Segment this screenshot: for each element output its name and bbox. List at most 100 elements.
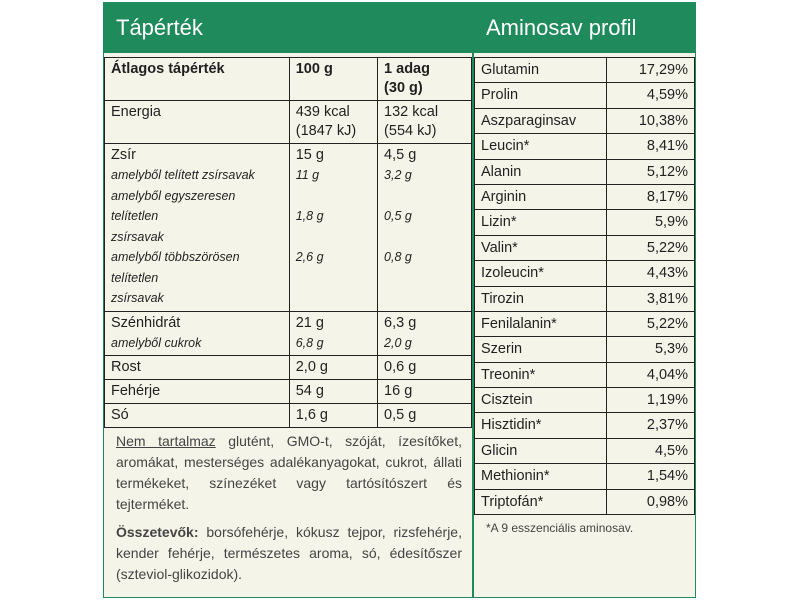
poly-fat-100g: 2,6 g [295,250,324,264]
amino-name: Tirozin [474,285,607,312]
table-row: Aszparaginsav 10,38% [474,107,695,135]
carbs-100g: 21 g 6,8 g [288,310,379,356]
fat-100g-value: 15 g [295,147,324,163]
amino-value: 5,12% [606,158,695,185]
amino-value: 0,98% [606,488,695,516]
nutrition-header-row: Átlagos tápérték 100 g 1 adag (30 g) [104,57,472,101]
fat-label: Zsír [111,147,136,163]
amino-name: Methionin* [474,463,607,490]
amino-value: 5,3% [606,336,695,363]
poly-fat-label-b: zsírsavak [111,291,164,305]
carbs-label: Szénhidrát [111,314,181,331]
table-row: Cisztein 1,19% [474,387,695,414]
table-row: Methionin* 1,54% [474,463,695,490]
salt-label: Só [104,403,290,428]
nutrition-table: Átlagos tápérték 100 g 1 adag (30 g) Ener… [104,57,472,428]
amino-value: 4,59% [606,82,695,109]
amino-title: Aminosav profil [474,3,695,53]
salt-100g: 1,6 g [288,403,379,428]
amino-value: 1,54% [606,463,695,490]
table-row-salt: Só 1,6 g 0,5 g [104,403,472,428]
table-row: Leucin* 8,41% [474,133,695,160]
fiber-label: Rost [104,355,290,380]
amino-name: Treonin* [474,361,607,389]
energy-100g-kj: (1847 kJ) [295,123,357,139]
amino-name: Szerin [474,336,607,363]
nutrition-title: Tápérték [104,3,472,53]
table-row: Glicin 4,5% [474,437,695,465]
serving-label: 1 adag [384,61,430,77]
energy-serving: 132 kcal (554 kJ) [377,100,472,144]
amino-value: 5,22% [606,310,695,338]
col-header-100g: 100 g [288,57,379,101]
carbs-serving: 6,3 g 2,0 g [377,310,472,356]
amino-value: 17,29% [606,56,695,84]
amino-value: 4,04% [606,361,695,389]
table-row-protein: Fehérje 54 g 16 g [104,379,472,404]
table-row: Triptofán* 0,98% [474,488,695,516]
amino-value: 1,19% [606,387,695,414]
energy-100g: 439 kcal (1847 kJ) [288,100,379,144]
table-row: Szerin 5,3% [474,336,695,363]
carbs-serving-value: 6,3 g [384,314,417,331]
amino-name: Hisztidin* [474,412,607,439]
amino-name: Arginin [474,183,607,211]
amino-name: Triptofán* [474,488,607,516]
sugar-100g: 6,8 g [295,335,324,350]
amino-name: Leucin* [474,133,607,160]
col-header-label: Átlagos tápérték [104,57,290,101]
amino-value: 4,43% [606,260,695,287]
protein-label: Fehérje [104,379,290,404]
table-row-carbs: Szénhidrát amelyből cukrok 21 g 6,8 g 6,3 … [104,310,472,356]
sat-fat-label: amelyből telített zsírsavak [111,168,255,182]
amino-value: 10,38% [606,107,695,135]
table-row: Izoleucin* 4,43% [474,260,695,287]
amino-name: Lizin* [474,209,607,236]
free-from-note: Nem tartalmaz glutént, GMO-t, szóját, íz… [116,431,462,515]
fat-serving: 4,5 g 3,2 g 0,5 g 0,8 g [377,143,472,312]
sugar-serving: 2,0 g [384,335,412,350]
amino-name: Fenilalanin* [474,310,607,338]
poly-fat-label-a: amelyből többszörösen telítetlen [111,250,240,285]
amino-panel: Aminosav profil Glutamin 17,29% Prolin 4,59… [473,2,696,598]
protein-serving: 16 g [377,379,472,404]
table-row: Arginin 8,17% [474,183,695,211]
table-row: Prolin 4,59% [474,82,695,109]
table-row: Fenilalanin* 5,22% [474,310,695,338]
amino-name: Izoleucin* [474,260,607,287]
protein-100g: 54 g [288,379,379,404]
energy-100g-kcal: 439 kcal [295,104,350,120]
amino-name: Cisztein [474,387,607,414]
ingredients-note: Összetevők: borsófehérje, kókusz tejpor,… [116,522,462,585]
mono-fat-100g: 1,8 g [295,209,324,223]
notes: Nem tartalmaz glutént, GMO-t, szóját, íz… [116,431,462,592]
table-row-energy: Energia 439 kcal (1847 kJ) 132 kcal (554 k… [104,100,472,144]
col-header-serving: 1 adag (30 g) [377,57,472,101]
table-row: Glutamin 17,29% [474,56,695,84]
salt-serving: 0,5 g [377,403,472,428]
ingredients-text: borsófehérje, kókusz tejpor, rizsfehérje… [116,524,462,582]
sat-fat-100g: 11 g [295,168,320,182]
amino-value: 2,37% [606,412,695,439]
amino-value: 8,17% [606,183,695,211]
nutrition-panel: Tápérték Átlagos tápérték 100 g 1 adag (3… [103,2,473,598]
carbs-labels: Szénhidrát amelyből cukrok [104,310,290,356]
amino-value: 5,22% [606,234,695,262]
mono-fat-serving: 0,5 g [384,209,412,223]
fat-100g: 15 g 11 g 1,8 g 2,6 g [288,143,379,312]
amino-name: Aszparaginsav [474,107,607,135]
energy-serving-kcal: 132 kcal [384,104,439,120]
mono-fat-label-a: amelyből egyszeresen telítetlen [111,188,236,224]
table-row: Treonin* 4,04% [474,361,695,389]
table-row-fat: Zsír amelyből telített zsírsavak amelybő… [104,143,472,312]
free-from-label: Nem tartalmaz [116,433,216,449]
amino-table: Glutamin 17,29% Prolin 4,59% Aszparaginsav 10… [474,56,695,516]
poly-fat-serving: 0,8 g [384,250,412,264]
fiber-100g: 2,0 g [288,355,379,380]
energy-label: Energia [104,100,290,144]
mono-fat-label-b: zsírsavak [111,229,164,244]
energy-serving-kj: (554 kJ) [384,123,437,139]
table-row: Lizin* 5,9% [474,209,695,236]
ingredients-label: Összetevők: [116,524,199,540]
carbs-100g-value: 21 g [295,314,324,331]
